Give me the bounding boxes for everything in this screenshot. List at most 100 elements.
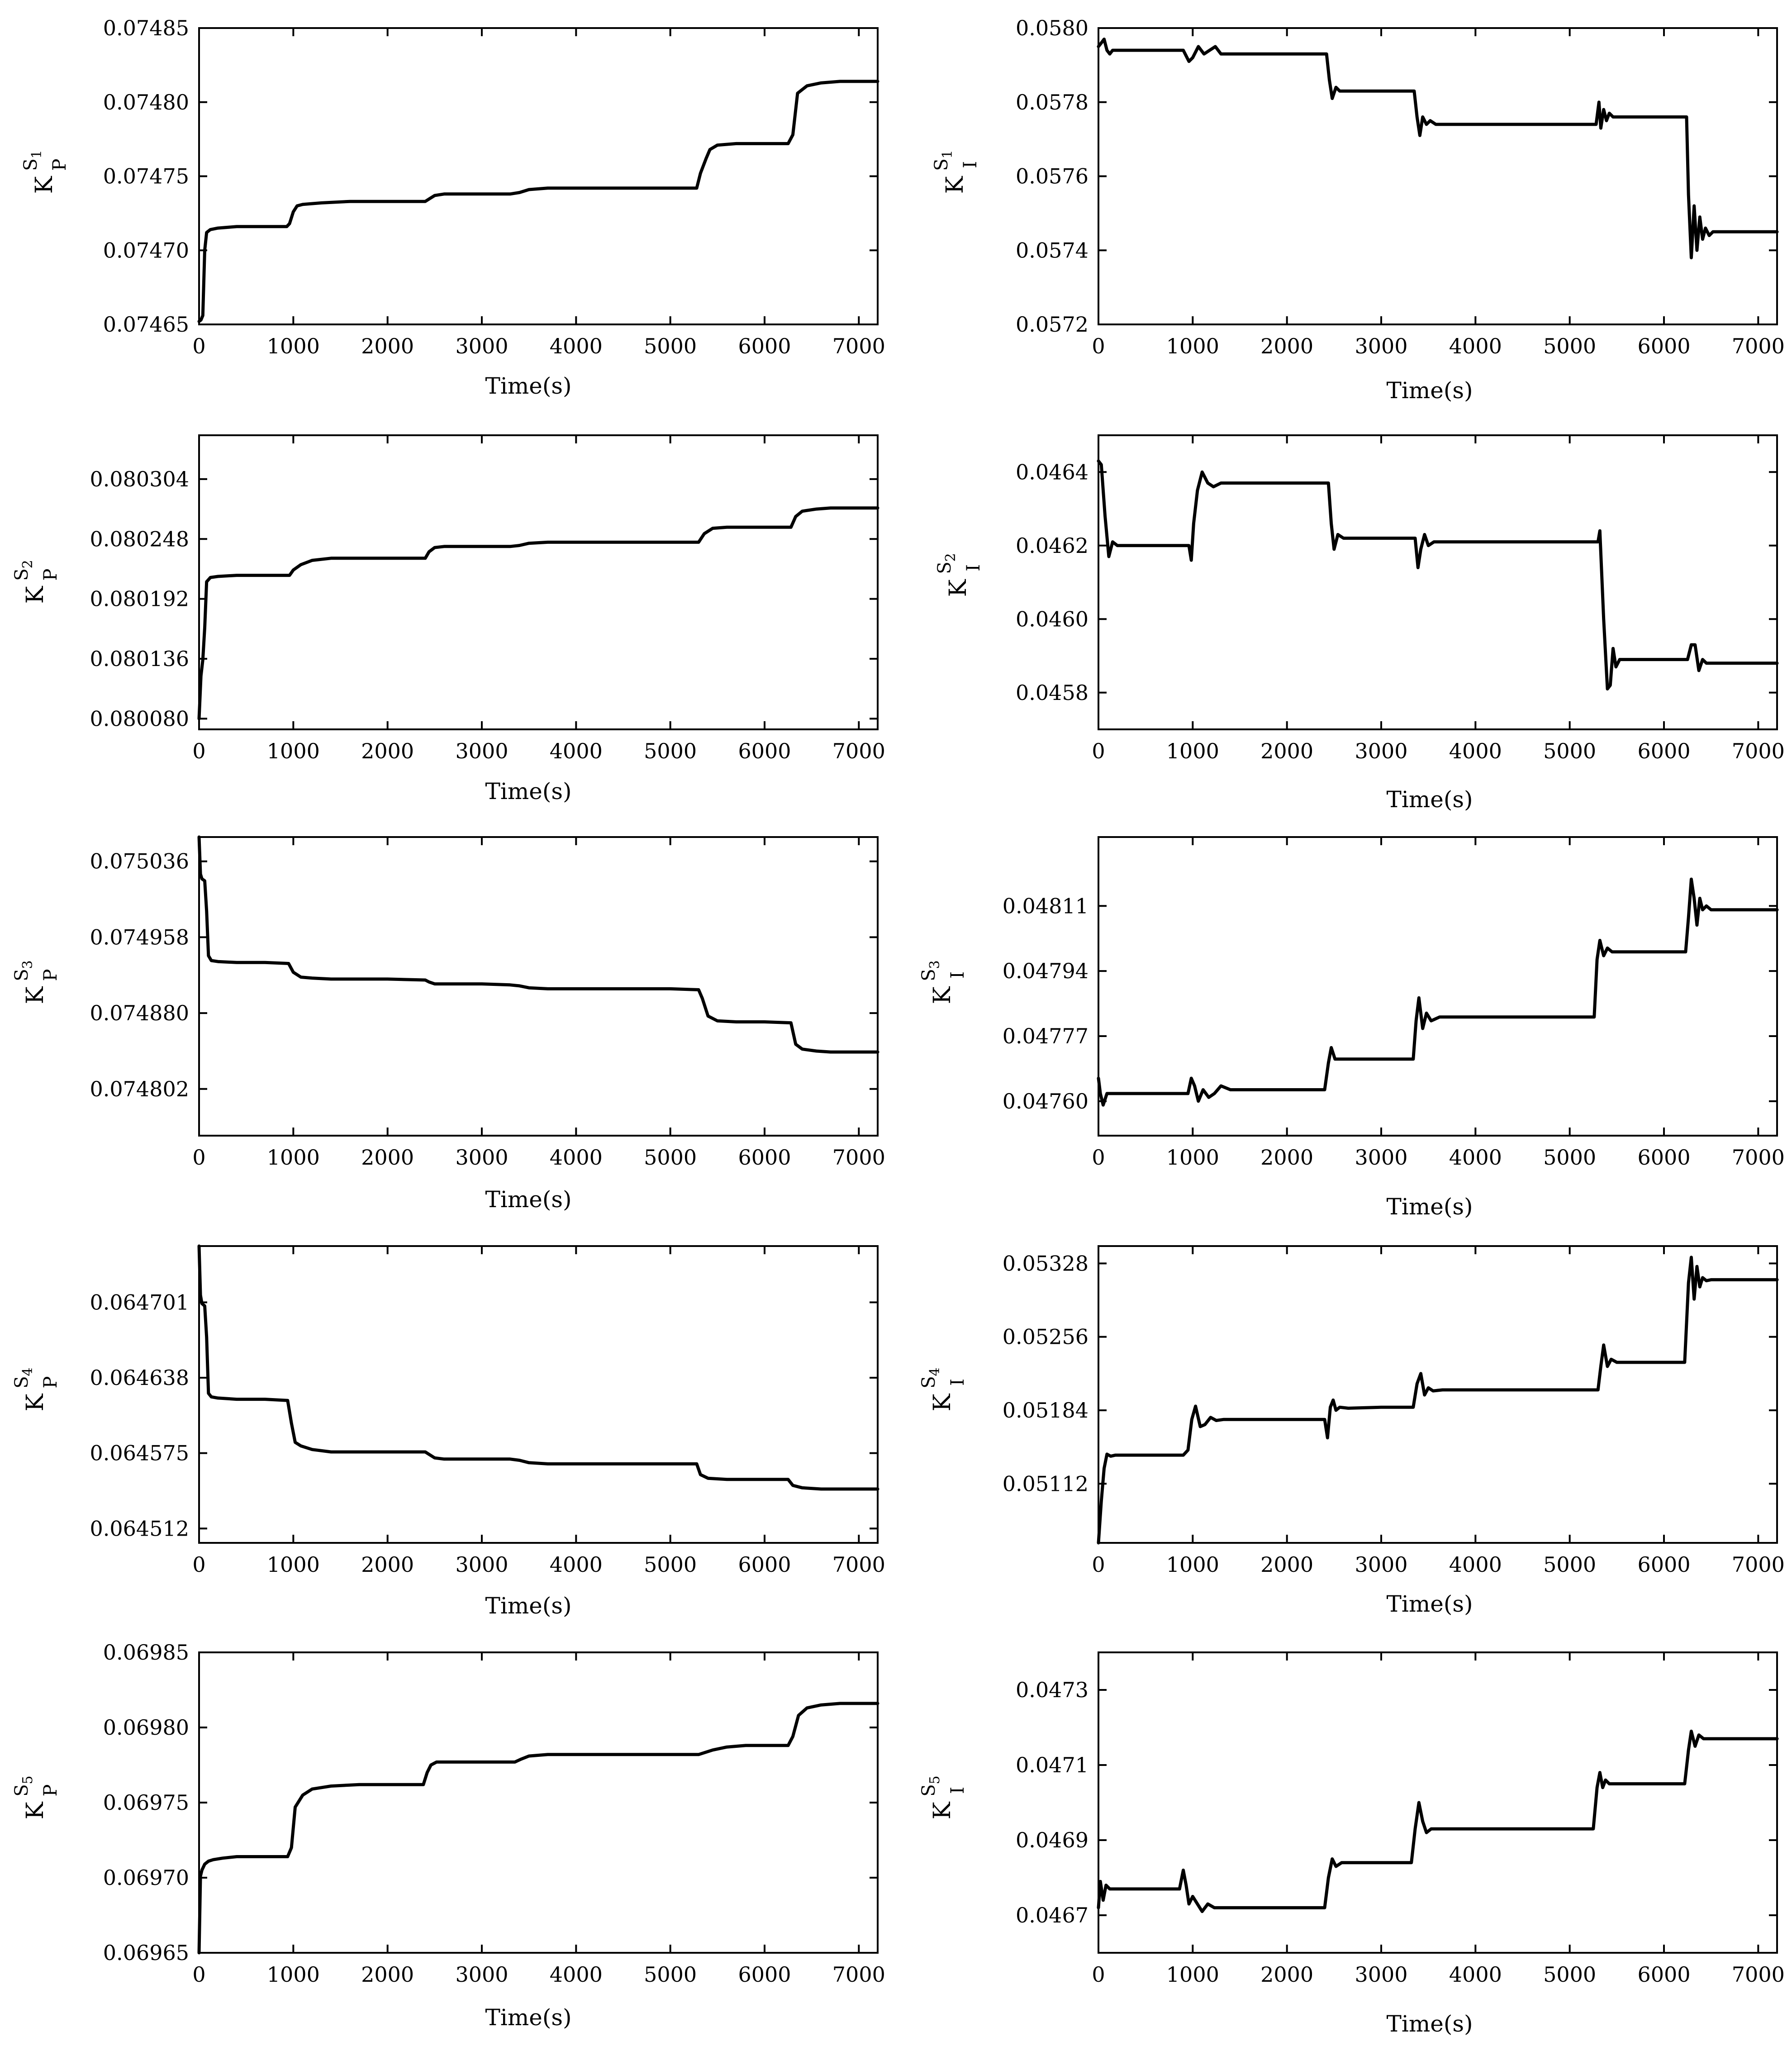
y-axis-label: K P S 4 — [11, 1367, 61, 1411]
x-tick-label: 6000 — [1637, 1962, 1690, 1987]
y-tick-label: 0.06985 — [103, 1640, 189, 1665]
y-ticks: 0.04760 0.04777 0.04794 0.04811 — [1003, 894, 1777, 1113]
y-label-base: K — [22, 1801, 49, 1819]
x-tick-label: 5000 — [1543, 1145, 1596, 1170]
x-tick-label: 5000 — [644, 1552, 697, 1577]
x-tick-label: 3000 — [1355, 1962, 1407, 1987]
x-axis-label: Time(s) — [485, 373, 571, 399]
x-ticks: 0 1000 2000 3000 4000 5000 6000 7000 — [1092, 435, 1785, 763]
y-tick-label: 0.064701 — [90, 1290, 190, 1314]
panel-kp3: 0.074802 0.074880 0.074958 0.075036 0 1000 20… — [11, 835, 885, 1213]
y-label-base: K — [945, 579, 972, 597]
y-axis-label: K I S 2 — [934, 553, 984, 597]
y-tick-label: 0.080192 — [90, 587, 190, 611]
x-tick-label: 3000 — [1355, 739, 1407, 763]
y-tick-label: 0.05256 — [1003, 1325, 1089, 1349]
y-tick-label: 0.04811 — [1003, 894, 1089, 918]
y-axis-label: K I S 1 — [931, 150, 981, 194]
x-ticks: 0 1000 2000 3000 4000 5000 6000 7000 — [192, 28, 885, 358]
x-ticks: 0 1000 2000 3000 4000 5000 6000 7000 — [192, 837, 885, 1170]
y-tick-label: 0.0578 — [1016, 90, 1089, 114]
y-tick-label: 0.080304 — [90, 467, 190, 491]
x-tick-label: 6000 — [1637, 334, 1690, 358]
x-tick-label: 7000 — [1732, 1962, 1785, 1987]
x-tick-label: 2000 — [361, 1962, 414, 1987]
y-tick-label: 0.04777 — [1003, 1024, 1089, 1048]
y-tick-label: 0.06975 — [103, 1790, 189, 1815]
y-tick-label: 0.0574 — [1016, 238, 1089, 262]
x-tick-label: 3000 — [455, 739, 508, 763]
y-ticks: 0.080080 0.080136 0.080192 0.080248 0.080304 — [90, 467, 878, 731]
x-tick-label: 1000 — [1166, 334, 1219, 358]
x-tick-label: 0 — [192, 1552, 205, 1577]
y-tick-label: 0.0464 — [1016, 460, 1089, 484]
y-ticks: 0.07465 0.07470 0.07475 0.07480 0.07485 — [103, 16, 878, 337]
x-axis-label: Time(s) — [1386, 377, 1473, 404]
y-tick-label: 0.07480 — [103, 90, 189, 114]
y-tick-label: 0.0576 — [1016, 164, 1089, 189]
y-axis-label: K P S 1 — [20, 150, 70, 194]
x-tick-label: 1000 — [1166, 1962, 1219, 1987]
y-label-sup: S — [934, 561, 955, 574]
x-tick-label: 1000 — [1166, 1145, 1219, 1170]
y-ticks: 0.0467 0.0469 0.0471 0.0473 — [1016, 1678, 1777, 1927]
y-label-sup: S — [11, 1784, 32, 1796]
x-ticks: 0 1000 2000 3000 4000 5000 6000 7000 — [1092, 1652, 1785, 1987]
x-tick-label: 7000 — [832, 1145, 885, 1170]
y-tick-label: 0.074958 — [90, 925, 190, 949]
x-ticks: 0 1000 2000 3000 4000 5000 6000 7000 — [1092, 28, 1785, 358]
y-tick-label: 0.05184 — [1003, 1398, 1089, 1423]
series-line — [197, 506, 879, 720]
x-tick-label: 5000 — [644, 334, 697, 358]
panel-kp2: 0.080080 0.080136 0.080192 0.080248 0.080304… — [11, 434, 885, 804]
y-label-sub: P — [40, 1376, 61, 1389]
x-tick-label: 7000 — [1732, 334, 1785, 358]
x-ticks: 0 1000 2000 3000 4000 5000 6000 7000 — [1092, 837, 1785, 1170]
x-axis-label: Time(s) — [1386, 1591, 1473, 1617]
x-tick-label: 5000 — [1543, 1552, 1596, 1577]
x-tick-label: 2000 — [1260, 1552, 1313, 1577]
y-axis-label: K P S 2 — [11, 560, 61, 604]
x-tick-label: 0 — [1092, 739, 1105, 763]
y-tick-label: 0.06980 — [103, 1715, 189, 1740]
y-label-sup-sub: 1 — [940, 150, 955, 158]
y-axis-label: K P S 5 — [11, 1775, 61, 1819]
x-tick-label: 3000 — [455, 334, 508, 358]
x-tick-label: 4000 — [550, 334, 603, 358]
x-tick-label: 2000 — [1260, 739, 1313, 763]
x-tick-label: 6000 — [1637, 1552, 1690, 1577]
x-tick-label: 7000 — [832, 1552, 885, 1577]
x-tick-label: 4000 — [550, 1145, 603, 1170]
panel-kp4: 0.064512 0.064575 0.064638 0.064701 0 1000 20… — [11, 1244, 885, 1619]
y-label-sub: I — [947, 1379, 968, 1386]
plot-frame — [198, 1245, 879, 1544]
y-label-sub: I — [947, 971, 968, 979]
y-ticks: 0.064512 0.064575 0.064638 0.064701 — [90, 1290, 878, 1541]
y-label-sup-sub: 3 — [20, 960, 36, 969]
y-label-sup: S — [918, 969, 939, 981]
x-tick-label: 6000 — [1637, 739, 1690, 763]
y-label-sup: S — [11, 1376, 32, 1388]
x-tick-label: 7000 — [832, 334, 885, 358]
y-label-sub: P — [49, 159, 70, 171]
y-label-base: K — [22, 986, 49, 1004]
y-tick-label: 0.080136 — [90, 647, 190, 671]
x-tick-label: 5000 — [644, 1962, 697, 1987]
series-line — [1097, 1256, 1779, 1545]
x-tick-label: 0 — [192, 334, 205, 358]
y-tick-label: 0.07485 — [103, 16, 189, 40]
x-tick-label: 6000 — [738, 334, 791, 358]
x-tick-label: 2000 — [1260, 334, 1313, 358]
y-tick-label: 0.07470 — [103, 238, 189, 262]
y-label-sup-sub: 4 — [20, 1367, 36, 1376]
x-tick-label: 3000 — [1355, 1145, 1407, 1170]
y-label-sup: S — [918, 1376, 939, 1388]
series-line — [197, 1244, 879, 1491]
y-tick-label: 0.0458 — [1016, 680, 1089, 705]
x-ticks: 0 1000 2000 3000 4000 5000 6000 7000 — [192, 1652, 885, 1987]
y-axis-label: K I S 4 — [918, 1367, 968, 1411]
x-tick-label: 3000 — [455, 1962, 508, 1987]
y-label-sup: S — [20, 158, 41, 171]
